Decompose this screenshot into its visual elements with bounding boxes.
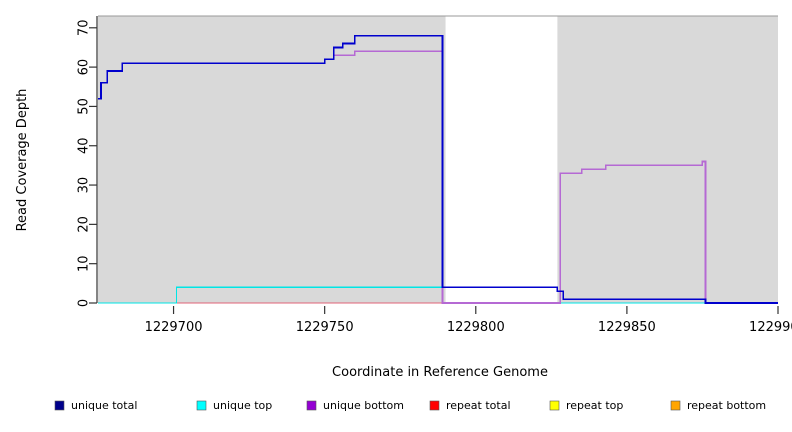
legend-swatch	[306, 400, 317, 411]
legend-item[interactable]: unique top	[196, 399, 272, 412]
x-tick-label: 1229700	[145, 320, 203, 335]
legend-item[interactable]: repeat bottom	[670, 399, 766, 412]
shaded-region-layer	[98, 16, 778, 303]
legend-swatch	[196, 400, 207, 411]
legend-swatch	[670, 400, 681, 411]
series-line-unique-total	[98, 34, 778, 304]
y-axis-label: Read Coverage Depth	[15, 89, 30, 232]
y-tick-label: 20	[77, 216, 92, 233]
legend-item[interactable]: unique total	[54, 399, 137, 412]
y-tick-label: 40	[77, 137, 92, 154]
x-tick-label: 1229850	[598, 320, 656, 335]
legend-item[interactable]: repeat top	[549, 399, 623, 412]
y-tick-label: 30	[77, 177, 92, 194]
covered-region-right	[557, 16, 778, 303]
legend-swatch	[54, 400, 65, 411]
x-tick-label: 1229900	[749, 320, 792, 335]
series-layer	[98, 34, 778, 304]
legend-item[interactable]: repeat total	[429, 399, 511, 412]
y-tick-label: 50	[77, 98, 92, 115]
legend-label: repeat bottom	[687, 399, 766, 412]
covered-region-left	[98, 16, 446, 303]
y-axis-ticks: 0 10 20 30 40 50 60 70	[77, 16, 98, 307]
x-tick-label: 1229800	[447, 320, 505, 335]
x-axis-ticks: 1229700 1229750 1229800 1229850 1229900	[145, 306, 792, 335]
chart-legend: unique total unique top unique bottom repea…	[54, 399, 766, 412]
legend-swatch	[549, 400, 560, 411]
legend-label: repeat top	[566, 399, 623, 412]
legend-label: unique bottom	[323, 399, 404, 412]
legend-swatch	[429, 400, 440, 411]
y-tick-label: 0	[77, 299, 92, 307]
x-tick-label: 1229750	[296, 320, 354, 335]
y-tick-label: 10	[77, 255, 92, 272]
y-tick-label: 70	[77, 20, 92, 37]
legend-label: unique total	[71, 399, 137, 412]
legend-item[interactable]: unique bottom	[306, 399, 404, 412]
legend-label: unique top	[213, 399, 272, 412]
x-axis-label: Coordinate in Reference Genome	[332, 365, 548, 380]
legend-label: repeat total	[446, 399, 511, 412]
y-tick-label: 60	[77, 59, 92, 76]
